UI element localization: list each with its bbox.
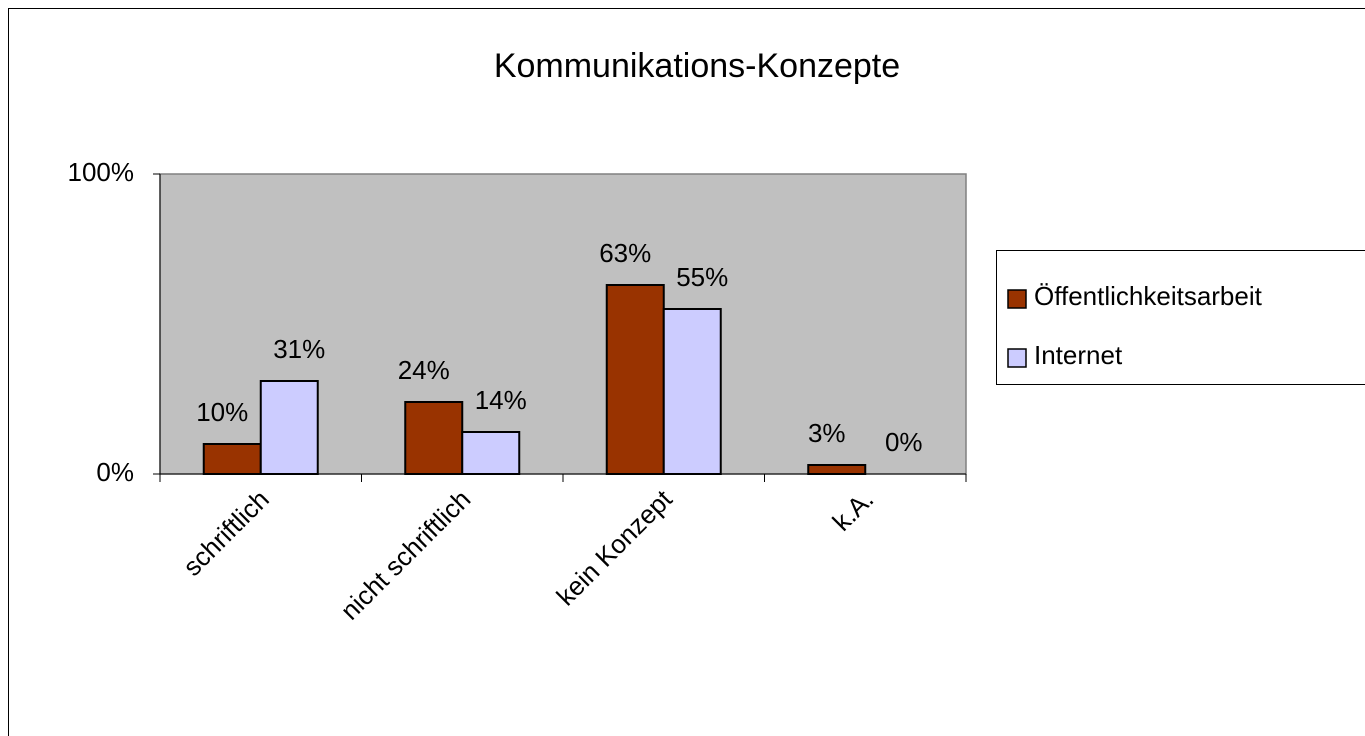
- bar: [259, 380, 319, 475]
- y-tick-label: 100%: [68, 157, 135, 187]
- bar: [662, 308, 722, 475]
- y-tick-label: 0%: [96, 457, 134, 487]
- bar: [605, 284, 665, 475]
- data-label: 10%: [196, 397, 248, 427]
- bar: [807, 464, 867, 475]
- data-label: 63%: [599, 238, 651, 268]
- data-label: 0%: [885, 427, 923, 457]
- data-label: 31%: [273, 334, 325, 364]
- chart-title: Kommunikations-Konzepte: [494, 47, 900, 85]
- legend-label: Öffentlichkeitsarbeit: [1034, 281, 1263, 311]
- legend-swatch: [1007, 348, 1027, 368]
- data-label: 14%: [475, 385, 527, 415]
- bar: [404, 401, 464, 475]
- legend-swatch: [1007, 289, 1027, 309]
- legend-box: [996, 250, 1365, 385]
- legend-label: Internet: [1034, 340, 1123, 370]
- bar: [202, 443, 262, 475]
- bar: [461, 431, 521, 475]
- data-label: 24%: [398, 355, 450, 385]
- data-label: 3%: [808, 418, 846, 448]
- data-label: 55%: [676, 262, 728, 292]
